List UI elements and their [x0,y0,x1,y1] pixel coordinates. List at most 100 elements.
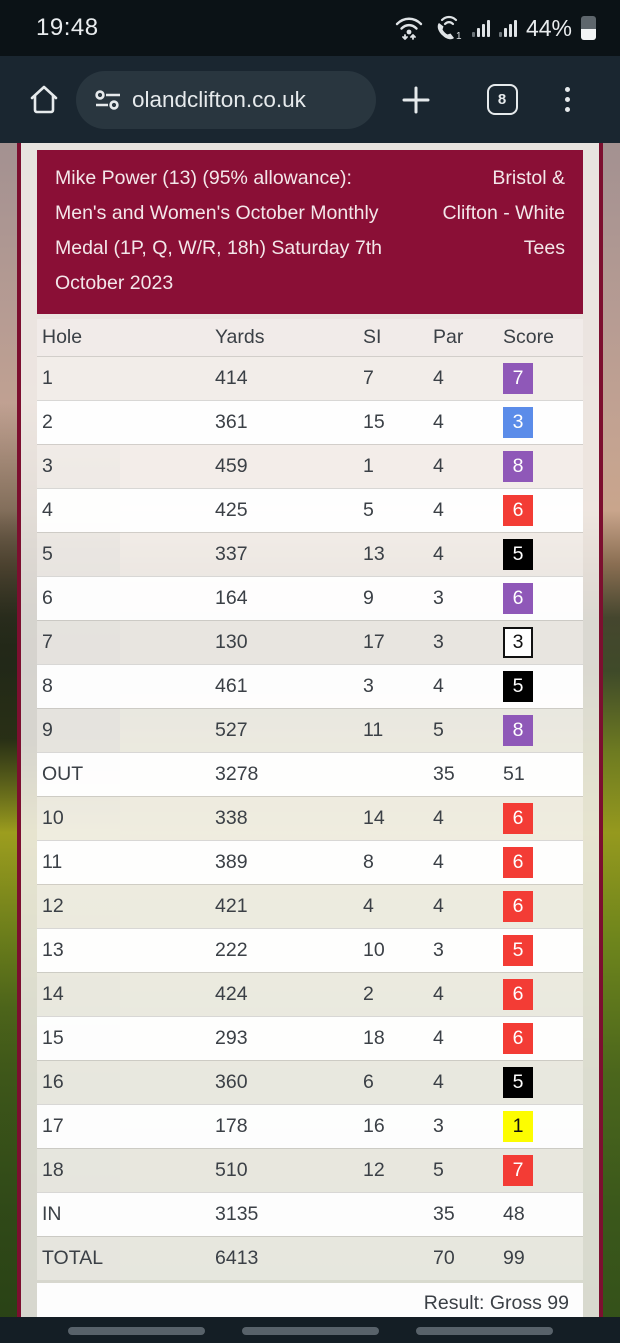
svg-text:1: 1 [456,31,462,41]
score-badge: 99 [503,1247,525,1269]
par-cell: 70 [433,1247,455,1269]
event-title: Mike Power (13) (95% allowance): Men's a… [55,167,382,294]
par-cell: 4 [433,675,444,697]
si-cell: 4 [363,895,374,917]
hole-cell: 9 [42,719,53,741]
battery-percent: 44% [525,14,572,41]
si-cell: 15 [363,411,385,433]
col-header-hole: Hole [42,326,83,348]
score-badge: 8 [503,715,533,746]
par-cell: 4 [433,499,444,521]
table-row: 4 425 5 4 6 [37,488,583,532]
yards-cell: 414 [215,367,248,389]
yards-cell: 461 [215,675,248,697]
url-bar[interactable]: olandclifton.co.uk [76,70,376,129]
hole-cell: 17 [42,1115,64,1137]
table-row: 12 421 4 4 6 [37,884,583,928]
course-tees: Bristol & Clifton - White Tees [442,167,565,259]
par-cell: 4 [433,1027,444,1049]
table-body: 1 414 7 4 7 2 361 15 4 3 3 459 1 4 8 4 425 5 4 6 5 337 13 4 5 6 16… [37,356,583,1280]
si-cell: 8 [363,851,374,873]
si-cell: 7 [363,367,374,389]
si-cell: 18 [363,1027,385,1049]
table-row: OUT 3278 35 51 [37,752,583,796]
table-row: 18 510 12 5 7 [37,1148,583,1192]
hole-cell: 1 [42,367,53,389]
nav-home-button[interactable] [241,1327,379,1335]
table-row: 1 414 7 4 7 [37,356,583,400]
score-badge: 5 [503,671,533,702]
score-cell: 3 [498,627,583,658]
result-row: Result: Gross 99 [37,1283,583,1323]
si-cell: 11 [363,719,384,741]
par-cell: 4 [433,807,444,829]
new-tab-button[interactable] [386,72,446,128]
yards-cell: 293 [215,1027,248,1049]
yards-cell: 361 [215,411,248,433]
par-cell: 4 [433,455,444,477]
par-cell: 5 [433,719,444,741]
par-cell: 4 [433,851,444,873]
score-cell: 1 [498,1111,583,1142]
score-cell: 6 [498,847,583,878]
score-badge: 8 [503,451,533,482]
par-cell: 35 [433,763,455,785]
col-header-yards: Yards [215,326,265,348]
col-header-par: Par [433,326,464,348]
hole-cell: 10 [42,807,64,829]
hole-cell: 15 [42,1027,64,1049]
si-cell: 6 [363,1071,374,1093]
score-cell: 6 [498,891,583,922]
home-button[interactable] [16,72,72,128]
score-badge: 48 [503,1203,525,1225]
hole-cell: 14 [42,983,64,1005]
score-badge: 5 [503,935,533,966]
hole-cell: 3 [42,455,53,477]
battery-icon [581,16,596,40]
url-text[interactable]: olandclifton.co.uk [132,86,306,112]
score-cell: 5 [498,935,583,966]
si-cell: 12 [363,1159,385,1181]
score-badge: 3 [503,627,533,658]
hole-cell: 6 [42,587,53,609]
score-badge: 6 [503,891,533,922]
tab-count: 8 [497,91,507,108]
score-cell: 51 [498,759,583,790]
si-cell: 5 [363,499,374,521]
hole-cell: 7 [42,631,53,653]
si-cell: 9 [363,587,374,609]
yards-cell: 164 [215,587,248,609]
score-cell: 7 [498,363,583,394]
table-row: 7 130 17 3 3 [37,620,583,664]
signal-bars-sim2-icon [498,19,517,37]
yards-cell: 360 [215,1071,248,1093]
nav-recents-button[interactable] [67,1327,205,1335]
site-settings-icon[interactable] [94,88,122,112]
yards-cell: 6413 [215,1247,259,1269]
signal-bars-sim1-icon [471,19,490,37]
yards-cell: 130 [215,631,248,653]
hole-cell: 12 [42,895,64,917]
par-cell: 4 [433,895,444,917]
table-header-row: Hole Yards SI Par Score [37,319,583,356]
score-cell: 6 [498,1023,583,1054]
table-row: 8 461 3 4 5 [37,664,583,708]
score-cell: 7 [498,1155,583,1186]
table-row: 15 293 18 4 6 [37,1016,583,1060]
yards-cell: 421 [215,895,248,917]
table-row: TOTAL 6413 70 99 [37,1236,583,1280]
score-cell: 6 [498,803,583,834]
si-cell: 17 [363,631,385,653]
hole-cell: IN [42,1203,62,1225]
table-row: 13 222 10 3 5 [37,928,583,972]
score-badge: 7 [503,363,533,394]
yards-cell: 3135 [215,1203,259,1225]
tab-switcher-button[interactable]: 8 [474,72,530,128]
nav-back-button[interactable] [415,1327,553,1335]
si-cell: 2 [363,983,374,1005]
yards-cell: 3278 [215,763,259,785]
browser-menu-button[interactable] [544,72,590,128]
score-cell: 5 [498,539,583,570]
table-row: 11 389 8 4 6 [37,840,583,884]
score-cell: 8 [498,715,583,746]
